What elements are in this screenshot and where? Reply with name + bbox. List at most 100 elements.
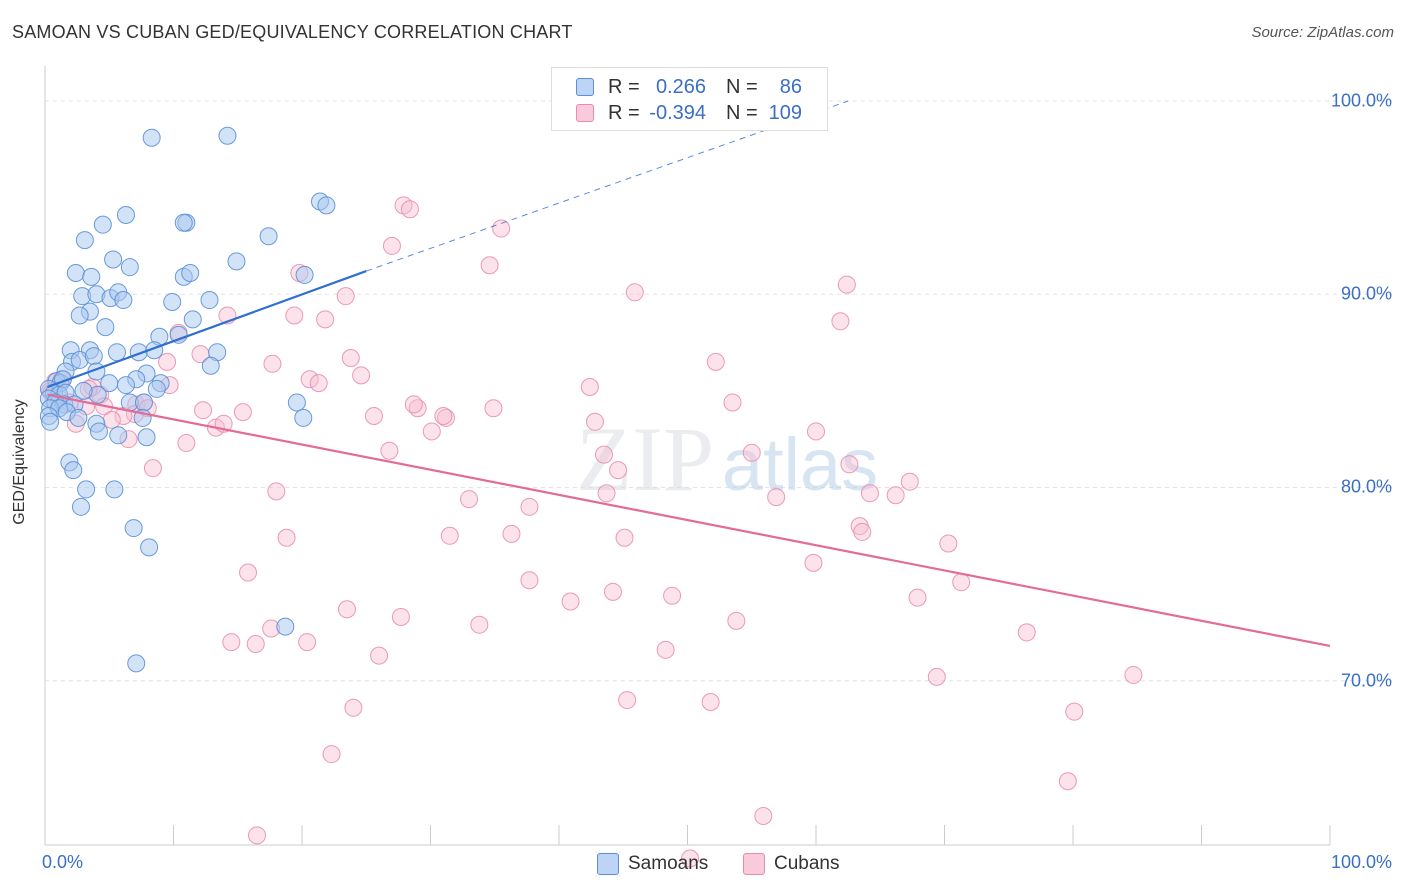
legend-r-label: R = [608,101,640,124]
samoan-point [109,426,128,445]
cuban-point [382,236,401,255]
cuban-point [480,256,499,275]
bottom-legend-cubans[interactable]: Cubans [743,852,840,876]
cuban-point [492,219,511,238]
cuban-point [609,461,628,480]
cuban-point [754,807,773,826]
samoan-point [137,428,156,447]
samoan-point [134,393,153,412]
legend-n-value: 109 [768,101,802,124]
cuban-point [380,441,399,460]
cuban-point [352,366,371,385]
samoan-point [201,356,220,375]
cuban-point [404,395,423,414]
cuban-point [337,600,356,619]
cuban-point [341,349,360,368]
axes [44,66,1331,846]
cuban-point [853,522,872,541]
cuban-point [804,553,823,572]
cuban-point [520,571,539,590]
cuban-point [177,434,196,453]
cuban-point [434,406,453,425]
samoan-point [181,263,200,282]
cuban-point [807,422,825,441]
cuban-point [300,370,319,389]
cuban-point [585,412,604,431]
cuban-point [837,275,856,294]
samoan-point [174,213,193,232]
bottom-legend-samoans[interactable]: Samoans [597,852,708,876]
samoan-point [107,343,126,362]
cuban-point [436,408,455,427]
legend-n-label: N = [726,101,758,124]
y-tick-label: 90.0% [1340,283,1392,304]
samoan-point [74,381,93,400]
legend-r-value: 0.266 [655,75,706,98]
cuban-point [618,691,637,710]
cuban-point [681,849,700,868]
cuban-point [939,534,958,553]
legend-row-cubans: R = -0.394 N = 109 [576,100,802,126]
cuban-point [440,526,459,545]
cuban-point [723,393,742,412]
cuban-point [484,399,503,418]
samoan-point [142,128,161,147]
samoan-point [147,379,166,398]
cuban-point [767,488,786,507]
samoan-point [116,376,135,395]
samoans-swatch [576,78,594,96]
cubans-trend-line [47,393,1331,648]
x-tick-label-max: 100.0% [1330,852,1392,872]
cuban-point [594,445,613,464]
samoan-point [71,497,90,516]
samoan-point [75,231,94,250]
cuban-point [344,698,363,717]
cuban-point [908,588,927,607]
samoan-point [114,291,133,310]
cuban-point [952,573,971,592]
cuban-point [322,745,341,764]
cuban-point [158,352,177,371]
legend-n-value: 86 [779,75,802,98]
watermark-atlas: atlas [722,423,878,506]
samoan-point [69,408,88,427]
cuban-point [316,310,335,329]
cuban-point [194,401,213,420]
x-tick-label-min: 0.0% [42,852,84,872]
cuban-point [222,633,241,652]
samoan-point [287,393,306,412]
cuban-point [663,586,682,605]
y-tick-label: 100.0% [1330,90,1392,111]
cuban-point [309,374,328,393]
cuban-point [701,692,720,711]
y-tick-label: 70.0% [1340,670,1392,691]
cuban-point [1065,702,1084,721]
cuban-point [625,283,644,302]
cuban-point [727,611,746,630]
cuban-point [246,635,265,654]
samoan-point [295,265,314,284]
samoans-legend-label: Samoans [628,853,709,874]
samoans-trend-line [47,270,367,389]
cuban-point [597,484,616,503]
samoan-point [93,215,112,234]
cuban-point [561,592,580,611]
cuban-point [520,497,539,516]
cuban-point [470,615,489,634]
cuban-point [263,354,282,373]
samoan-point [218,126,237,145]
cuban-point [927,667,946,686]
cuban-point [336,287,355,306]
samoan-point [70,306,89,325]
samoan-point [77,480,96,499]
cuban-point [886,486,905,505]
samoans-points [39,126,336,673]
cuban-point [580,377,599,396]
samoan-point [317,196,336,215]
cubans-legend-label: Cubans [774,853,840,874]
legend: R = 0.266 N = 86 R = -0.394 N = 109 [551,67,828,131]
samoan-point [169,325,188,344]
samoan-point [200,291,219,310]
samoan-point [41,412,60,431]
